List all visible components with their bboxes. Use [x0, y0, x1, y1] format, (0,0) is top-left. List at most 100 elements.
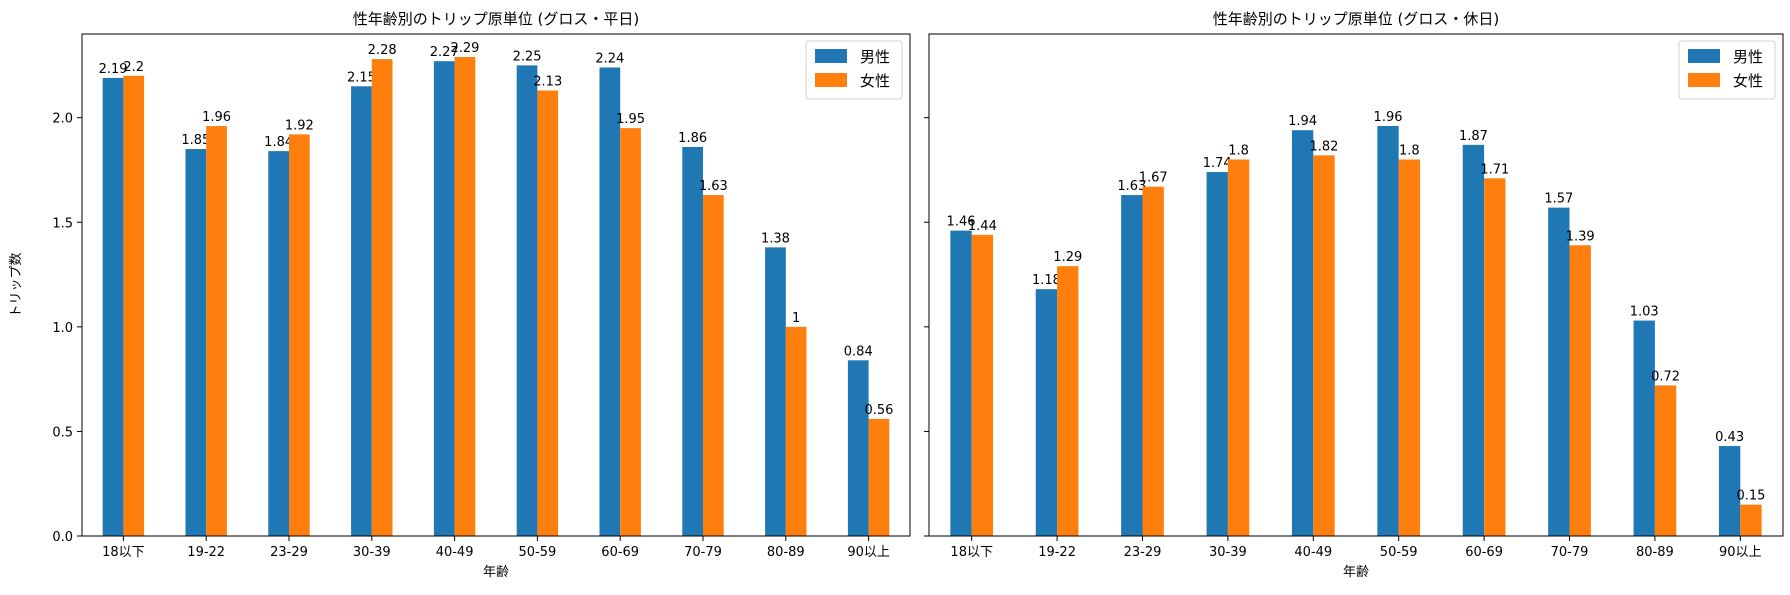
data-label: 1.39: [1566, 229, 1595, 244]
chart-weekday: 2.19 1.85 1.84 2.15 2.27 2.25 2.24 1.86 1.38 0.84…: [9, 10, 911, 580]
data-label: 1.38: [761, 231, 790, 246]
bar: [268, 151, 289, 536]
data-label: 0.15: [1736, 489, 1765, 504]
data-label: 2.29: [450, 41, 479, 56]
x-tick-label: 30-39: [353, 545, 391, 560]
data-label: 2.25: [513, 49, 542, 64]
bar: [765, 247, 786, 536]
x-tick-label: 80-89: [767, 545, 805, 560]
chart-holiday: 1.46 1.18 1.63 1.74 1.94 1.96 1.87 1.57 1.03 0.43…: [924, 10, 1784, 580]
bar: [1740, 504, 1762, 536]
bar: [682, 146, 703, 536]
data-label: 1.84: [264, 135, 293, 150]
bar: [599, 67, 621, 536]
bar: [1291, 130, 1314, 536]
data-label: 2.27: [430, 45, 459, 60]
x-tick-label: 19-22: [187, 545, 225, 560]
bar: [1398, 159, 1421, 536]
chart-title: 性年齢別のトリップ原単位 (グロス・休日): [1213, 10, 1499, 28]
x-tick-label: 50-59: [519, 545, 557, 560]
bar: [1035, 289, 1058, 536]
x-axis-label: 年齢: [483, 565, 509, 580]
bar: [123, 75, 145, 536]
bar: [620, 128, 641, 536]
bar: [537, 90, 559, 536]
data-label: 2.19: [99, 62, 128, 77]
data-label: 1.46: [947, 215, 976, 230]
bar: [1121, 195, 1143, 536]
bar: [289, 134, 310, 536]
x-tick-label: 80-89: [1636, 545, 1674, 560]
y-tick-label: 0.0: [52, 530, 73, 545]
data-label: 1.18: [1032, 273, 1061, 288]
bar: [1313, 155, 1335, 537]
bar: [1462, 144, 1485, 536]
x-tick-label: 90以上: [1719, 545, 1762, 560]
bar: [371, 59, 393, 536]
x-tick-label: 40-49: [1294, 545, 1332, 560]
legend-label: 女性: [1733, 72, 1763, 90]
legend-label: 男性: [1733, 48, 1763, 66]
x-tick-label: 23-29: [270, 545, 308, 560]
data-label: 0.72: [1651, 369, 1680, 384]
bar: [1057, 266, 1079, 536]
data-label: 2.24: [595, 51, 624, 66]
bar: [351, 86, 372, 537]
data-label: 1.63: [699, 179, 728, 194]
data-label: 1.8: [1228, 144, 1249, 159]
bar: [102, 77, 124, 537]
data-label: 2.2: [123, 60, 144, 75]
x-tick-label: 19-22: [1038, 545, 1076, 560]
data-label: 0.43: [1715, 430, 1744, 445]
data-label: 0.56: [864, 403, 893, 418]
bar: [950, 230, 972, 536]
y-tick-label: 1.5: [52, 216, 73, 231]
chart-title: 性年齢別のトリップ原単位 (グロス・平日): [353, 10, 639, 28]
data-label: 1.63: [1117, 179, 1146, 194]
data-label: 1.82: [1309, 139, 1338, 154]
x-tick-label: 50-59: [1380, 545, 1418, 560]
plot-frame: [928, 33, 1784, 537]
bar: [1569, 245, 1591, 536]
y-tick-label: 1.0: [52, 321, 73, 336]
data-label: 2.13: [533, 74, 562, 89]
data-label: 1.29: [1053, 250, 1082, 265]
bar: [1633, 320, 1655, 536]
bar: [971, 234, 994, 537]
bar: [1142, 186, 1164, 537]
x-tick-label: 18以下: [102, 545, 145, 560]
x-tick-label: 70-79: [684, 545, 722, 560]
bar: [1654, 385, 1677, 536]
data-label: 1.57: [1544, 192, 1573, 207]
bar: [206, 126, 227, 537]
y-tick-label: 0.5: [52, 425, 73, 440]
bar: [1377, 126, 1399, 537]
y-tick-label: 2.0: [52, 112, 73, 127]
x-tick-label: 70-79: [1551, 545, 1589, 560]
bar: [847, 360, 869, 536]
data-label: 1.87: [1459, 129, 1488, 144]
data-label: 1.71: [1480, 162, 1509, 177]
x-tick-label: 23-29: [1124, 545, 1162, 560]
data-label: 1.94: [1288, 114, 1317, 129]
data-label: 2.28: [368, 43, 397, 58]
data-label: 0.84: [844, 344, 873, 359]
x-tick-label: 90以上: [847, 545, 890, 560]
x-tick-label: 60-69: [601, 545, 639, 560]
data-label: 1.67: [1139, 171, 1168, 186]
bar: [1484, 178, 1506, 536]
x-tick-label: 18以下: [950, 545, 993, 560]
bar: [454, 57, 476, 537]
legend-swatch: [815, 73, 847, 87]
bar: [433, 61, 455, 537]
data-label: 1.03: [1630, 305, 1659, 320]
bar: [516, 65, 538, 536]
data-label: 2.15: [347, 70, 376, 85]
bar: [1718, 446, 1741, 536]
bar: [785, 326, 807, 536]
data-label: 1.96: [202, 110, 231, 125]
data-label: 1: [792, 311, 800, 326]
data-label: 1.44: [968, 219, 997, 234]
